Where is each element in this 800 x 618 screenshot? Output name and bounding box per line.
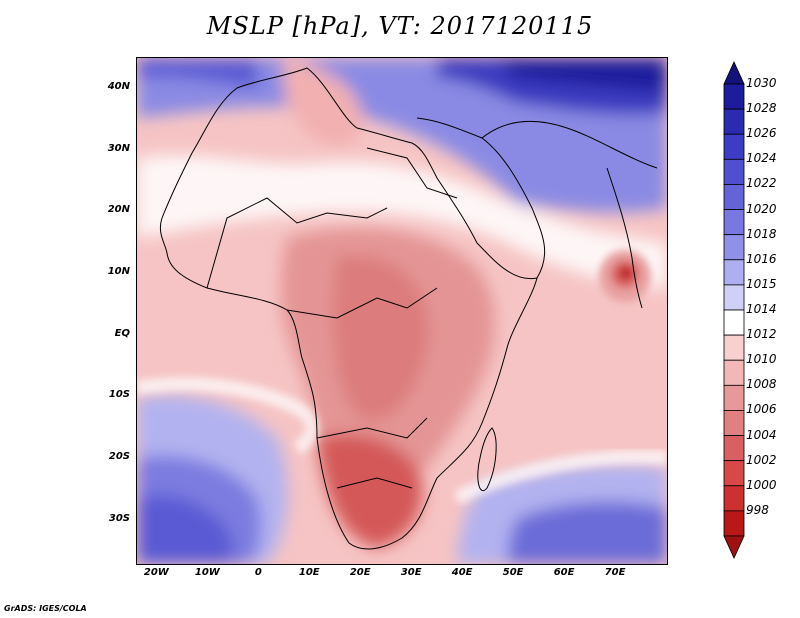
colorbar-level-label: 1008 bbox=[746, 377, 777, 392]
lon-tick-label: 50E bbox=[502, 567, 524, 578]
coastlines bbox=[159, 67, 658, 550]
colorbar-level-label: 1026 bbox=[746, 126, 777, 141]
colorbar-segment bbox=[723, 133, 745, 160]
lon-tick-label: 20W bbox=[143, 567, 169, 578]
lon-tick-label: 10W bbox=[194, 567, 220, 578]
colorbar-bottom-arrow bbox=[723, 535, 745, 559]
lon-tick-label: 0 bbox=[254, 567, 262, 578]
colorbar-level-label: 1010 bbox=[746, 352, 777, 367]
lat-tick-label: EQ bbox=[114, 327, 130, 339]
lon-tick-label: 20E bbox=[349, 567, 371, 578]
colorbar-segment bbox=[723, 460, 745, 487]
lon-tick-label: 60E bbox=[553, 567, 575, 578]
lon-tick-label: 40E bbox=[451, 567, 473, 578]
lat-tick-label: 10S bbox=[108, 389, 130, 401]
colorbar-segment bbox=[723, 83, 745, 110]
colorbar-segment bbox=[723, 184, 745, 210]
lat-tick-label: 30N bbox=[107, 142, 130, 154]
lat-tick-label: 20N bbox=[107, 204, 130, 216]
colorbar-level-label: 1020 bbox=[746, 201, 777, 216]
colorbar-level-label: 1014 bbox=[746, 302, 777, 316]
colorbar-segment bbox=[723, 209, 745, 236]
colorbar-level-label: 1000 bbox=[746, 477, 777, 492]
colorbar-level-label: 1015 bbox=[746, 276, 777, 291]
lon-tick-label: 10E bbox=[298, 567, 320, 578]
colorbar-segment bbox=[723, 510, 745, 537]
colorbar-level-label: 1004 bbox=[746, 427, 777, 442]
map-panel bbox=[136, 57, 668, 565]
colorbar-segment bbox=[723, 259, 745, 286]
lat-tick-label: 40N bbox=[107, 80, 130, 92]
colorbar-segment bbox=[723, 359, 745, 386]
colorbar-segment bbox=[723, 158, 745, 185]
colorbar-level-label: 1024 bbox=[746, 151, 777, 166]
lat-tick-label: 30S bbox=[108, 512, 130, 524]
colorbar-level-label: 1012 bbox=[746, 327, 777, 342]
colorbar-level-label: 1030 bbox=[746, 76, 777, 90]
colorbar-top-arrow bbox=[723, 61, 745, 85]
colorbar-segment bbox=[723, 485, 745, 512]
colorbar-segment bbox=[723, 334, 745, 361]
footer-credit: GrADS: IGES/COLA bbox=[4, 604, 87, 613]
colorbar-segment bbox=[723, 284, 745, 311]
colorbar bbox=[723, 61, 745, 559]
pressure-field-map bbox=[137, 58, 667, 564]
lat-tick-label: 10N bbox=[107, 265, 130, 277]
colorbar-level-label: 1018 bbox=[746, 226, 777, 241]
colorbar-segment bbox=[723, 234, 745, 261]
colorbar-segment bbox=[723, 309, 745, 336]
lat-tick-label: 20S bbox=[108, 451, 130, 463]
colorbar-level-label: 1006 bbox=[746, 402, 777, 417]
colorbar-level-label: 1028 bbox=[746, 101, 777, 116]
lon-tick-label: 30E bbox=[400, 567, 422, 578]
map-title: MSLP [hPa], VT: 2017120115 bbox=[206, 12, 594, 40]
colorbar-level-label: 1016 bbox=[746, 251, 777, 266]
colorbar-level-label: 1022 bbox=[746, 176, 777, 191]
colorbar-segment bbox=[723, 108, 745, 135]
colorbar-level-label: 998 bbox=[746, 502, 769, 517]
colorbar-segment bbox=[723, 435, 745, 462]
colorbar-level-label: 1002 bbox=[746, 452, 777, 467]
colorbar-segment bbox=[723, 384, 745, 411]
lon-tick-label: 70E bbox=[604, 567, 626, 578]
colorbar-segment bbox=[723, 410, 745, 436]
